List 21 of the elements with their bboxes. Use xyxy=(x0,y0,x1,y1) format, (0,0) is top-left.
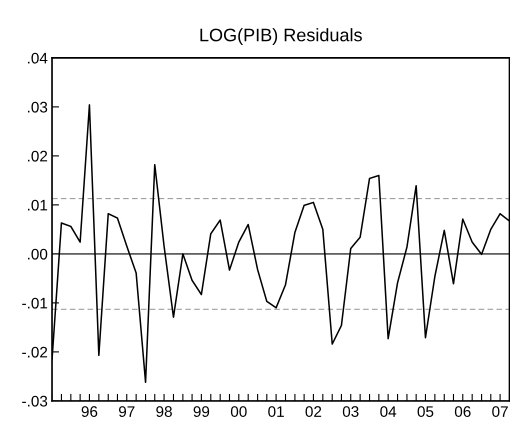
x-tick-label: 03 xyxy=(342,406,359,417)
chart-title: LOG(PIB) Residuals xyxy=(200,28,362,45)
x-tick-label: 99 xyxy=(194,406,210,417)
x-tick-label: 97 xyxy=(118,406,134,417)
y-tick-label: -.03 xyxy=(22,396,48,407)
y-tick-label: .02 xyxy=(28,150,48,162)
x-tick-label: 98 xyxy=(156,406,172,417)
x-tick-label: 07 xyxy=(492,406,508,417)
x-tick-label: 00 xyxy=(230,406,247,417)
x-tick-label: 96 xyxy=(82,406,98,417)
y-tick-label: -.02 xyxy=(22,346,48,358)
x-tick-label: 04 xyxy=(380,406,396,417)
y-tick-label: .00 xyxy=(28,248,48,260)
y-tick-label: .03 xyxy=(28,102,48,113)
x-tick-label: 01 xyxy=(268,406,284,417)
x-tick-label: 02 xyxy=(306,406,322,417)
y-tick-label: .01 xyxy=(28,200,48,211)
x-tick-label: 05 xyxy=(418,406,434,417)
x-tick-label: 06 xyxy=(454,406,471,417)
y-tick-label: -.01 xyxy=(22,298,48,309)
y-tick-label: .04 xyxy=(28,52,48,64)
